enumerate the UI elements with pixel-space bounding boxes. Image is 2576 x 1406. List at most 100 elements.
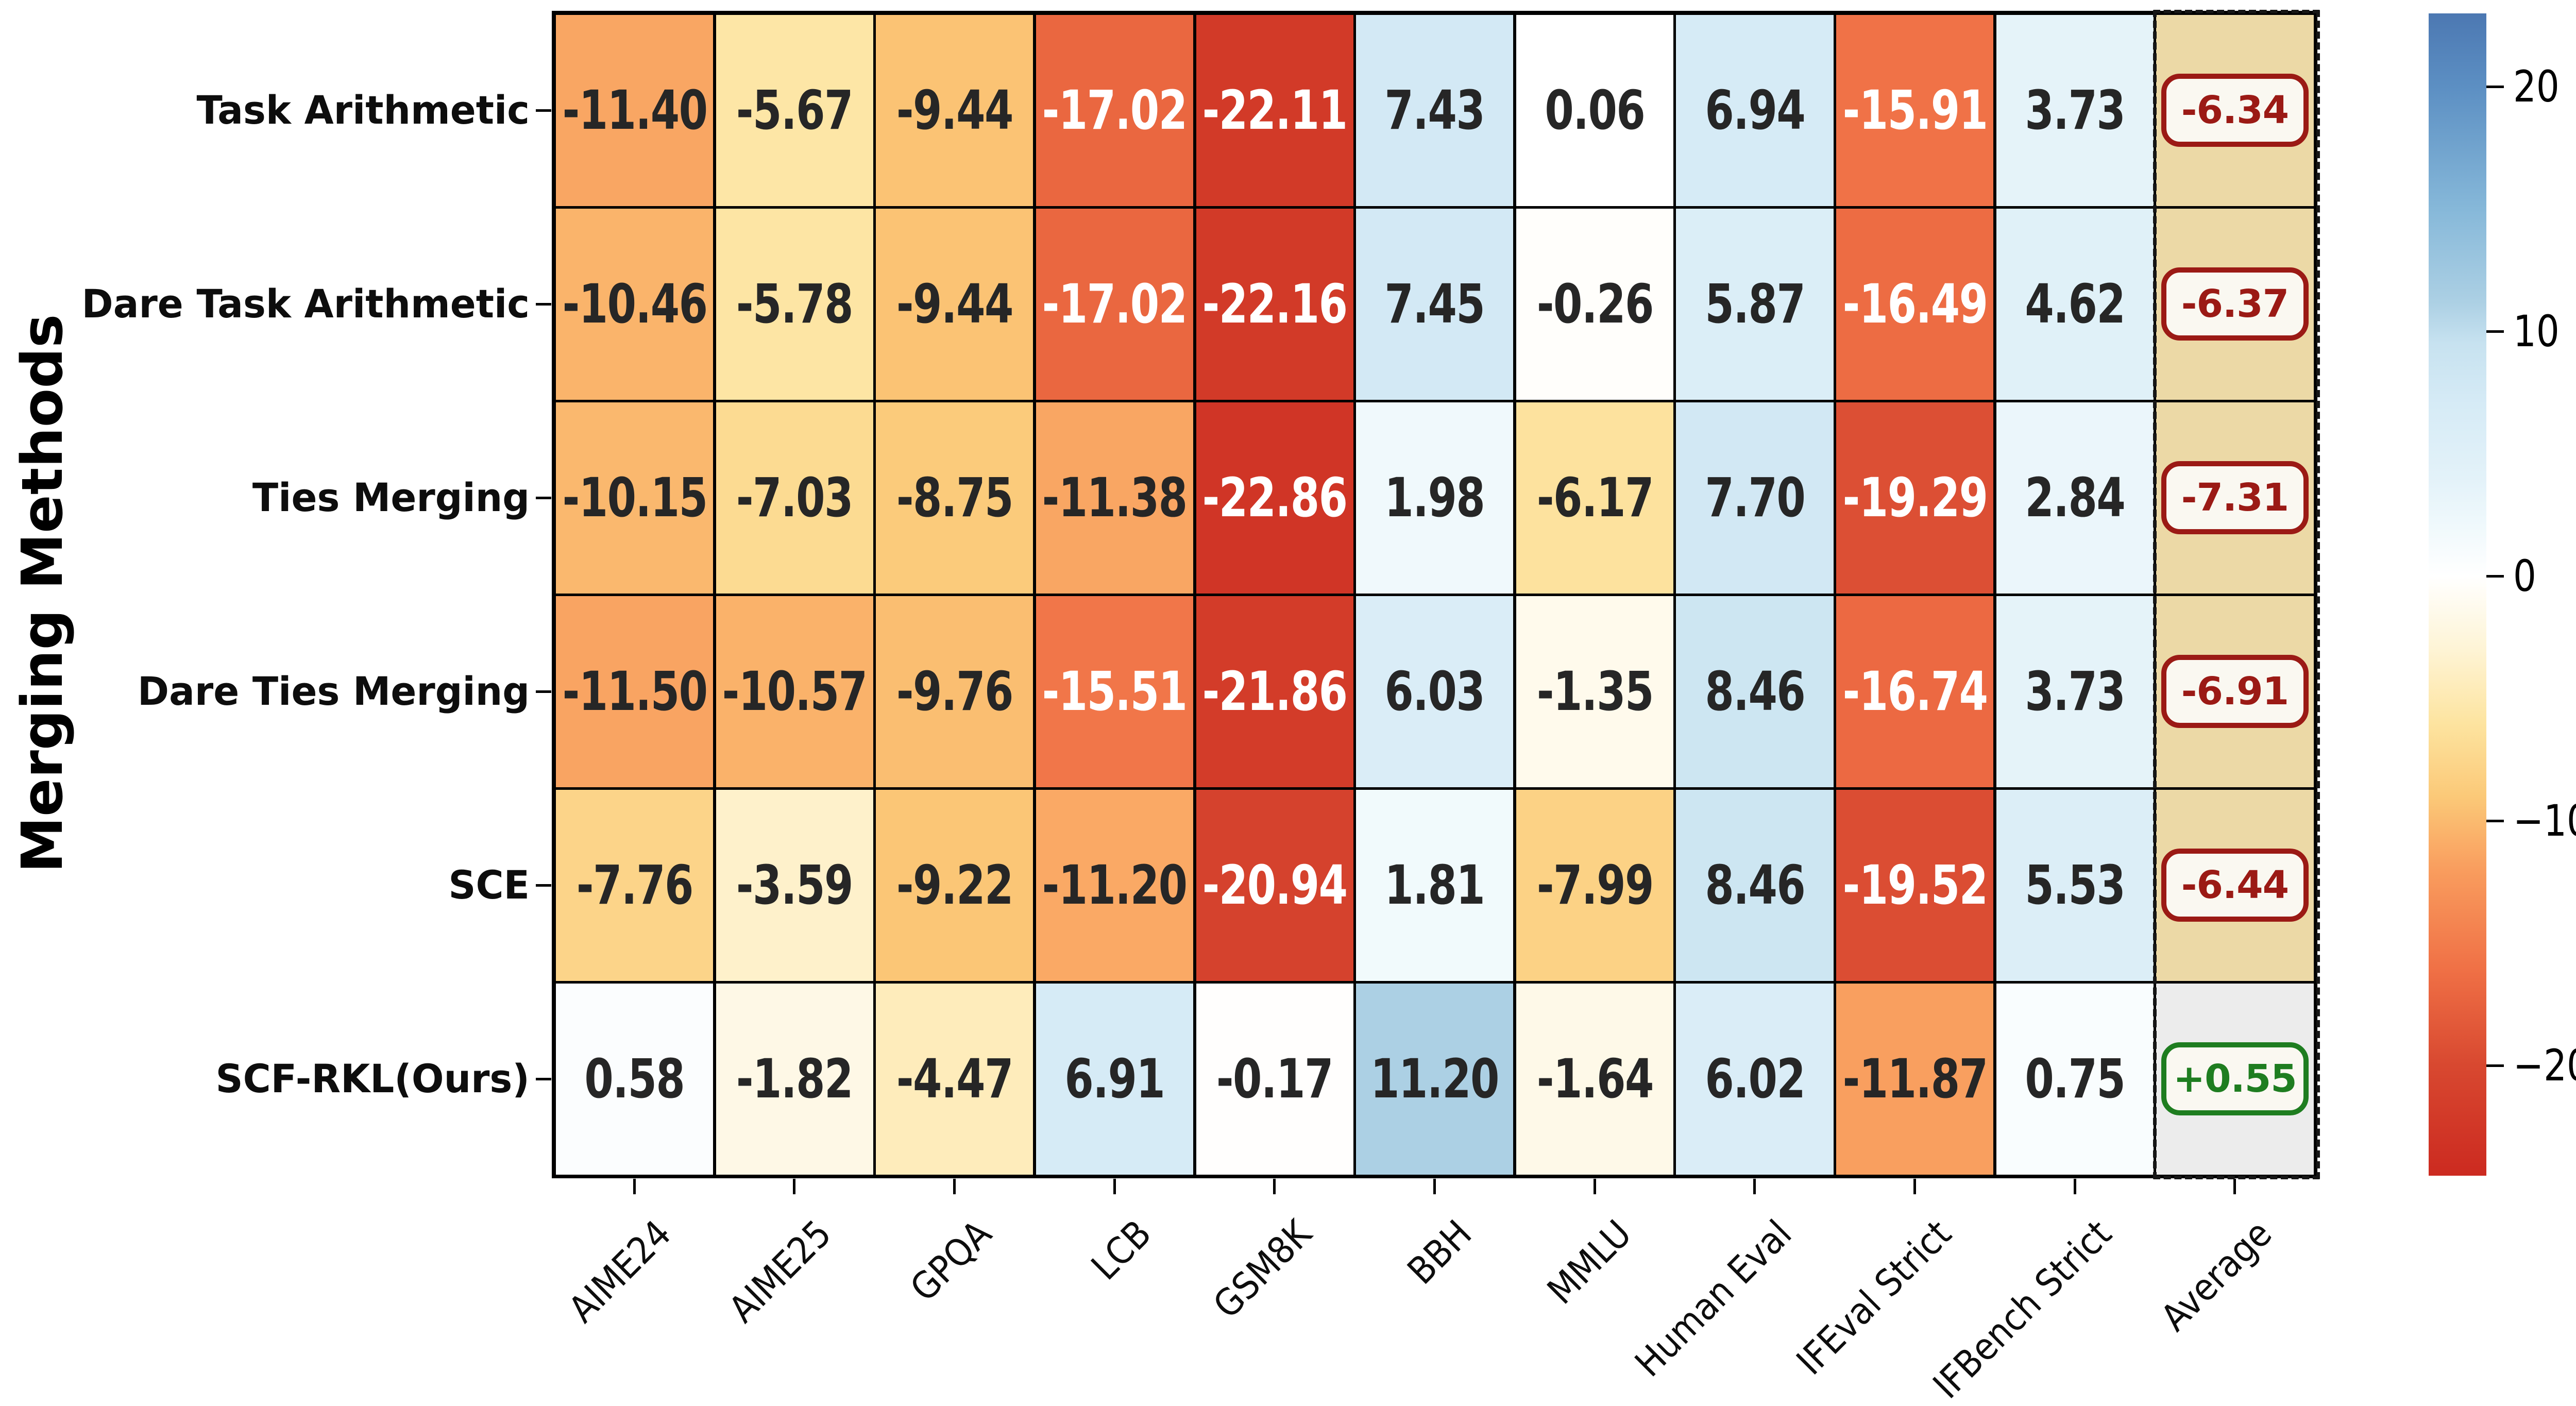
x-tick-mark <box>2233 1179 2236 1194</box>
average-cell: -6.37-6.37 <box>2155 207 2315 401</box>
cell-value: -5.78 <box>736 273 854 336</box>
cell-value: -5.67 <box>736 79 854 142</box>
average-cell: 0.55+0.55 <box>2155 982 2315 1176</box>
x-tick-mark <box>1273 1179 1276 1194</box>
cell-value: 3.73 <box>2025 79 2125 142</box>
y-tick-mark <box>536 884 551 887</box>
average-pill: -6.44 <box>2161 849 2309 922</box>
heatmap-cell: 7.43 <box>1354 13 1515 208</box>
heatmap-cell: -20.94 <box>1194 788 1355 982</box>
cell-value: -0.17 <box>1216 1047 1334 1111</box>
average-pill: +0.55 <box>2161 1042 2309 1116</box>
heatmap-cell: -7.99 <box>1514 788 1675 982</box>
heatmap-cell: 5.87 <box>1674 207 1835 401</box>
heatmap-cell: -8.75 <box>874 401 1035 595</box>
cell-value: -11.87 <box>1842 1047 1988 1111</box>
heatmap-cell: -11.87 <box>1835 982 1995 1176</box>
colorbar-tick-label: −10 <box>2513 795 2576 846</box>
cell-value: -6.17 <box>1536 466 1654 530</box>
colorbar-tick-mark <box>2486 330 2504 333</box>
heatmap-cell: 3.73 <box>1994 13 2155 208</box>
cell-value: 7.43 <box>1384 79 1485 142</box>
cell-value: 3.73 <box>2025 660 2125 723</box>
average-pill-value: -7.31 <box>2181 476 2289 520</box>
colorbar-tick-label: 20 <box>2513 61 2560 112</box>
cell-value: -7.99 <box>1536 854 1654 917</box>
heatmap-cell: -6.17 <box>1514 401 1675 595</box>
average-pill: -7.31 <box>2161 461 2309 535</box>
heatmap-cell: -11.20 <box>1034 788 1195 982</box>
heatmap-cell: -16.74 <box>1835 595 1995 789</box>
heatmap-cell: -9.44 <box>874 13 1035 208</box>
heatmap-cell: -11.50 <box>554 595 715 789</box>
average-cell: -6.44-6.44 <box>2155 788 2315 982</box>
colorbar-tick-mark <box>2486 85 2504 88</box>
y-tick-mark <box>536 690 551 693</box>
cell-value: 2.84 <box>2025 466 2125 530</box>
average-pill-value: -6.44 <box>2181 863 2289 908</box>
cell-value: 6.03 <box>1384 660 1485 723</box>
cell-value: -7.76 <box>576 854 694 917</box>
y-tick-mark <box>536 496 551 499</box>
cell-value: -9.44 <box>896 273 1014 336</box>
average-pill: -6.37 <box>2161 267 2309 341</box>
cell-value: -11.50 <box>562 660 707 723</box>
colorbar-tick-mark <box>2486 574 2504 578</box>
col-label: AIME24 <box>560 1212 680 1331</box>
cell-value: 11.20 <box>1370 1047 1499 1111</box>
cell-value: -19.52 <box>1842 854 1988 917</box>
cell-value: 0.06 <box>1545 79 1645 142</box>
row-label: Ties Merging <box>252 475 530 520</box>
heatmap-cell: 11.20 <box>1354 982 1515 1176</box>
cell-value: -20.94 <box>1202 854 1348 917</box>
heatmap-cell: 6.03 <box>1354 595 1515 789</box>
cell-value: 6.91 <box>1064 1047 1165 1111</box>
heatmap-cell: -15.51 <box>1034 595 1195 789</box>
heatmap-cell: 2.84 <box>1994 401 2155 595</box>
row-label: Task Arithmetic <box>196 87 530 133</box>
cell-value: -3.59 <box>736 854 854 917</box>
cell-value: -11.20 <box>1042 854 1188 917</box>
average-pill: -6.91 <box>2161 655 2309 729</box>
cell-value: 1.81 <box>1384 854 1485 917</box>
x-tick-mark <box>1753 1179 1756 1194</box>
heatmap-cell: -16.49 <box>1835 207 1995 401</box>
colorbar-tick-label: 10 <box>2513 306 2560 357</box>
heatmap-cell: -4.47 <box>874 982 1035 1176</box>
average-cell: -6.34-6.34 <box>2155 13 2315 208</box>
cell-value: 5.87 <box>1705 273 1805 336</box>
x-tick-mark <box>953 1179 956 1194</box>
heatmap-cell: 6.91 <box>1034 982 1195 1176</box>
colorbar-tick-mark <box>2486 819 2504 822</box>
heatmap-cell: -1.35 <box>1514 595 1675 789</box>
cell-value: 8.46 <box>1705 660 1805 723</box>
heatmap-cell: -11.38 <box>1034 401 1195 595</box>
cell-value: -22.11 <box>1202 79 1348 142</box>
heatmap-cell: -5.78 <box>714 207 875 401</box>
heatmap-cell: -10.46 <box>554 207 715 401</box>
heatmap-cell: -10.57 <box>714 595 875 789</box>
heatmap-cell: -22.16 <box>1194 207 1355 401</box>
cell-value: -11.38 <box>1042 466 1188 530</box>
heatmap-cell: -0.26 <box>1514 207 1675 401</box>
cell-value: -1.35 <box>1536 660 1654 723</box>
cell-value: -16.49 <box>1842 273 1988 336</box>
heatmap-cell: -9.22 <box>874 788 1035 982</box>
cell-value: -19.29 <box>1842 466 1988 530</box>
cell-value: 7.70 <box>1705 466 1805 530</box>
cell-value: 6.94 <box>1705 79 1805 142</box>
cell-value: -8.75 <box>896 466 1014 530</box>
cell-value: -22.16 <box>1202 273 1348 336</box>
cell-value: 8.46 <box>1705 854 1805 917</box>
heatmap-cell: 7.70 <box>1674 401 1835 595</box>
heatmap-cell: -11.40 <box>554 13 715 208</box>
cell-value: 0.58 <box>584 1047 685 1111</box>
heatmap-cell: 4.62 <box>1994 207 2155 401</box>
cell-value: -9.76 <box>896 660 1014 723</box>
cell-value: 4.62 <box>2025 273 2125 336</box>
x-tick-mark <box>1593 1179 1596 1194</box>
heatmap-cell: 6.02 <box>1674 982 1835 1176</box>
cell-value: -1.82 <box>736 1047 854 1111</box>
y-axis-title-text: Merging Methods <box>9 314 75 873</box>
